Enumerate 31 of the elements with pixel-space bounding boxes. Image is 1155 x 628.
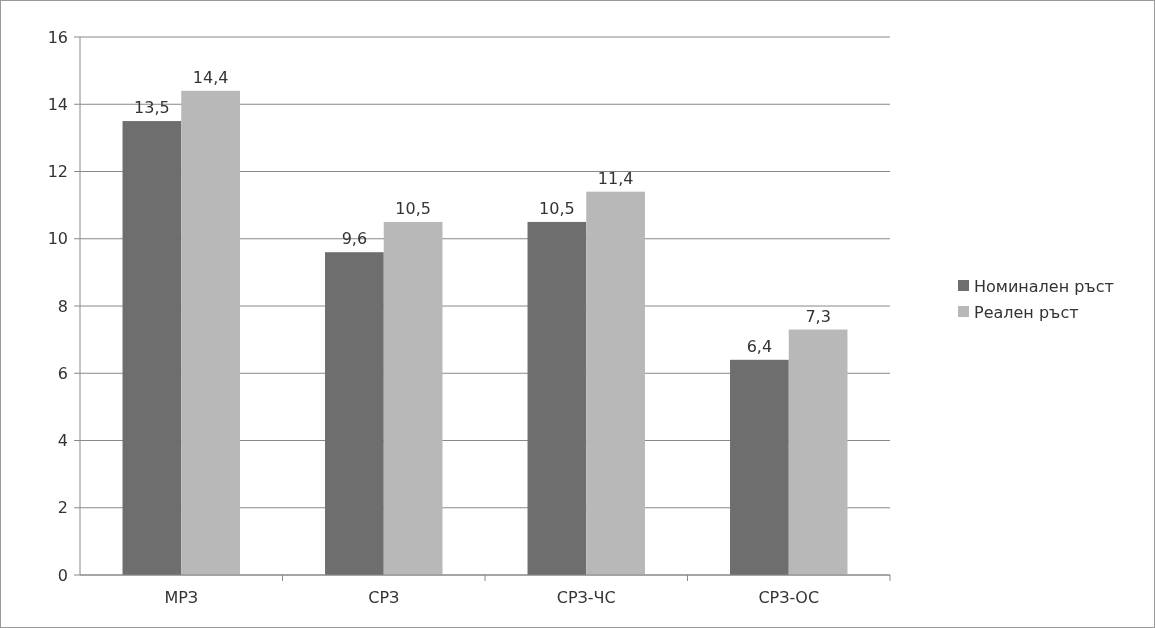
y-tick-label: 10 [47,229,68,249]
legend-label: Номинален ръст [974,276,1114,296]
bar [788,329,848,575]
y-tick-label: 0 [57,565,68,585]
y-tick-label: 14 [47,94,68,114]
y-tick-label: 8 [57,296,68,316]
bar [586,191,645,575]
data-label: 7,3 [805,306,831,326]
bar [730,359,789,575]
data-label: 9,6 [341,229,368,249]
y-tick-label: 16 [47,27,68,47]
x-tick-label: СРЗ [368,588,400,607]
data-label: 10,5 [539,198,575,218]
data-label: 13,5 [134,98,170,118]
y-tick-label: 12 [47,162,68,182]
bar [122,121,182,575]
data-label: 14,4 [192,67,229,87]
bar [527,221,587,575]
y-tick-label: 4 [57,431,68,451]
x-tick-label: СРЗ-ОС [758,588,820,607]
bar [181,90,240,575]
data-label: 6,4 [746,336,773,356]
y-tick-label: 6 [57,363,68,383]
x-tick-label: МРЗ [164,588,199,607]
legend-label: Реален ръст [974,302,1079,322]
y-tick-label: 2 [57,498,68,518]
x-tick-label: СРЗ-ЧС [556,588,616,607]
data-label: 11,4 [597,168,634,188]
bar [325,252,384,575]
bar [383,221,443,575]
data-label: 10,5 [395,198,431,218]
